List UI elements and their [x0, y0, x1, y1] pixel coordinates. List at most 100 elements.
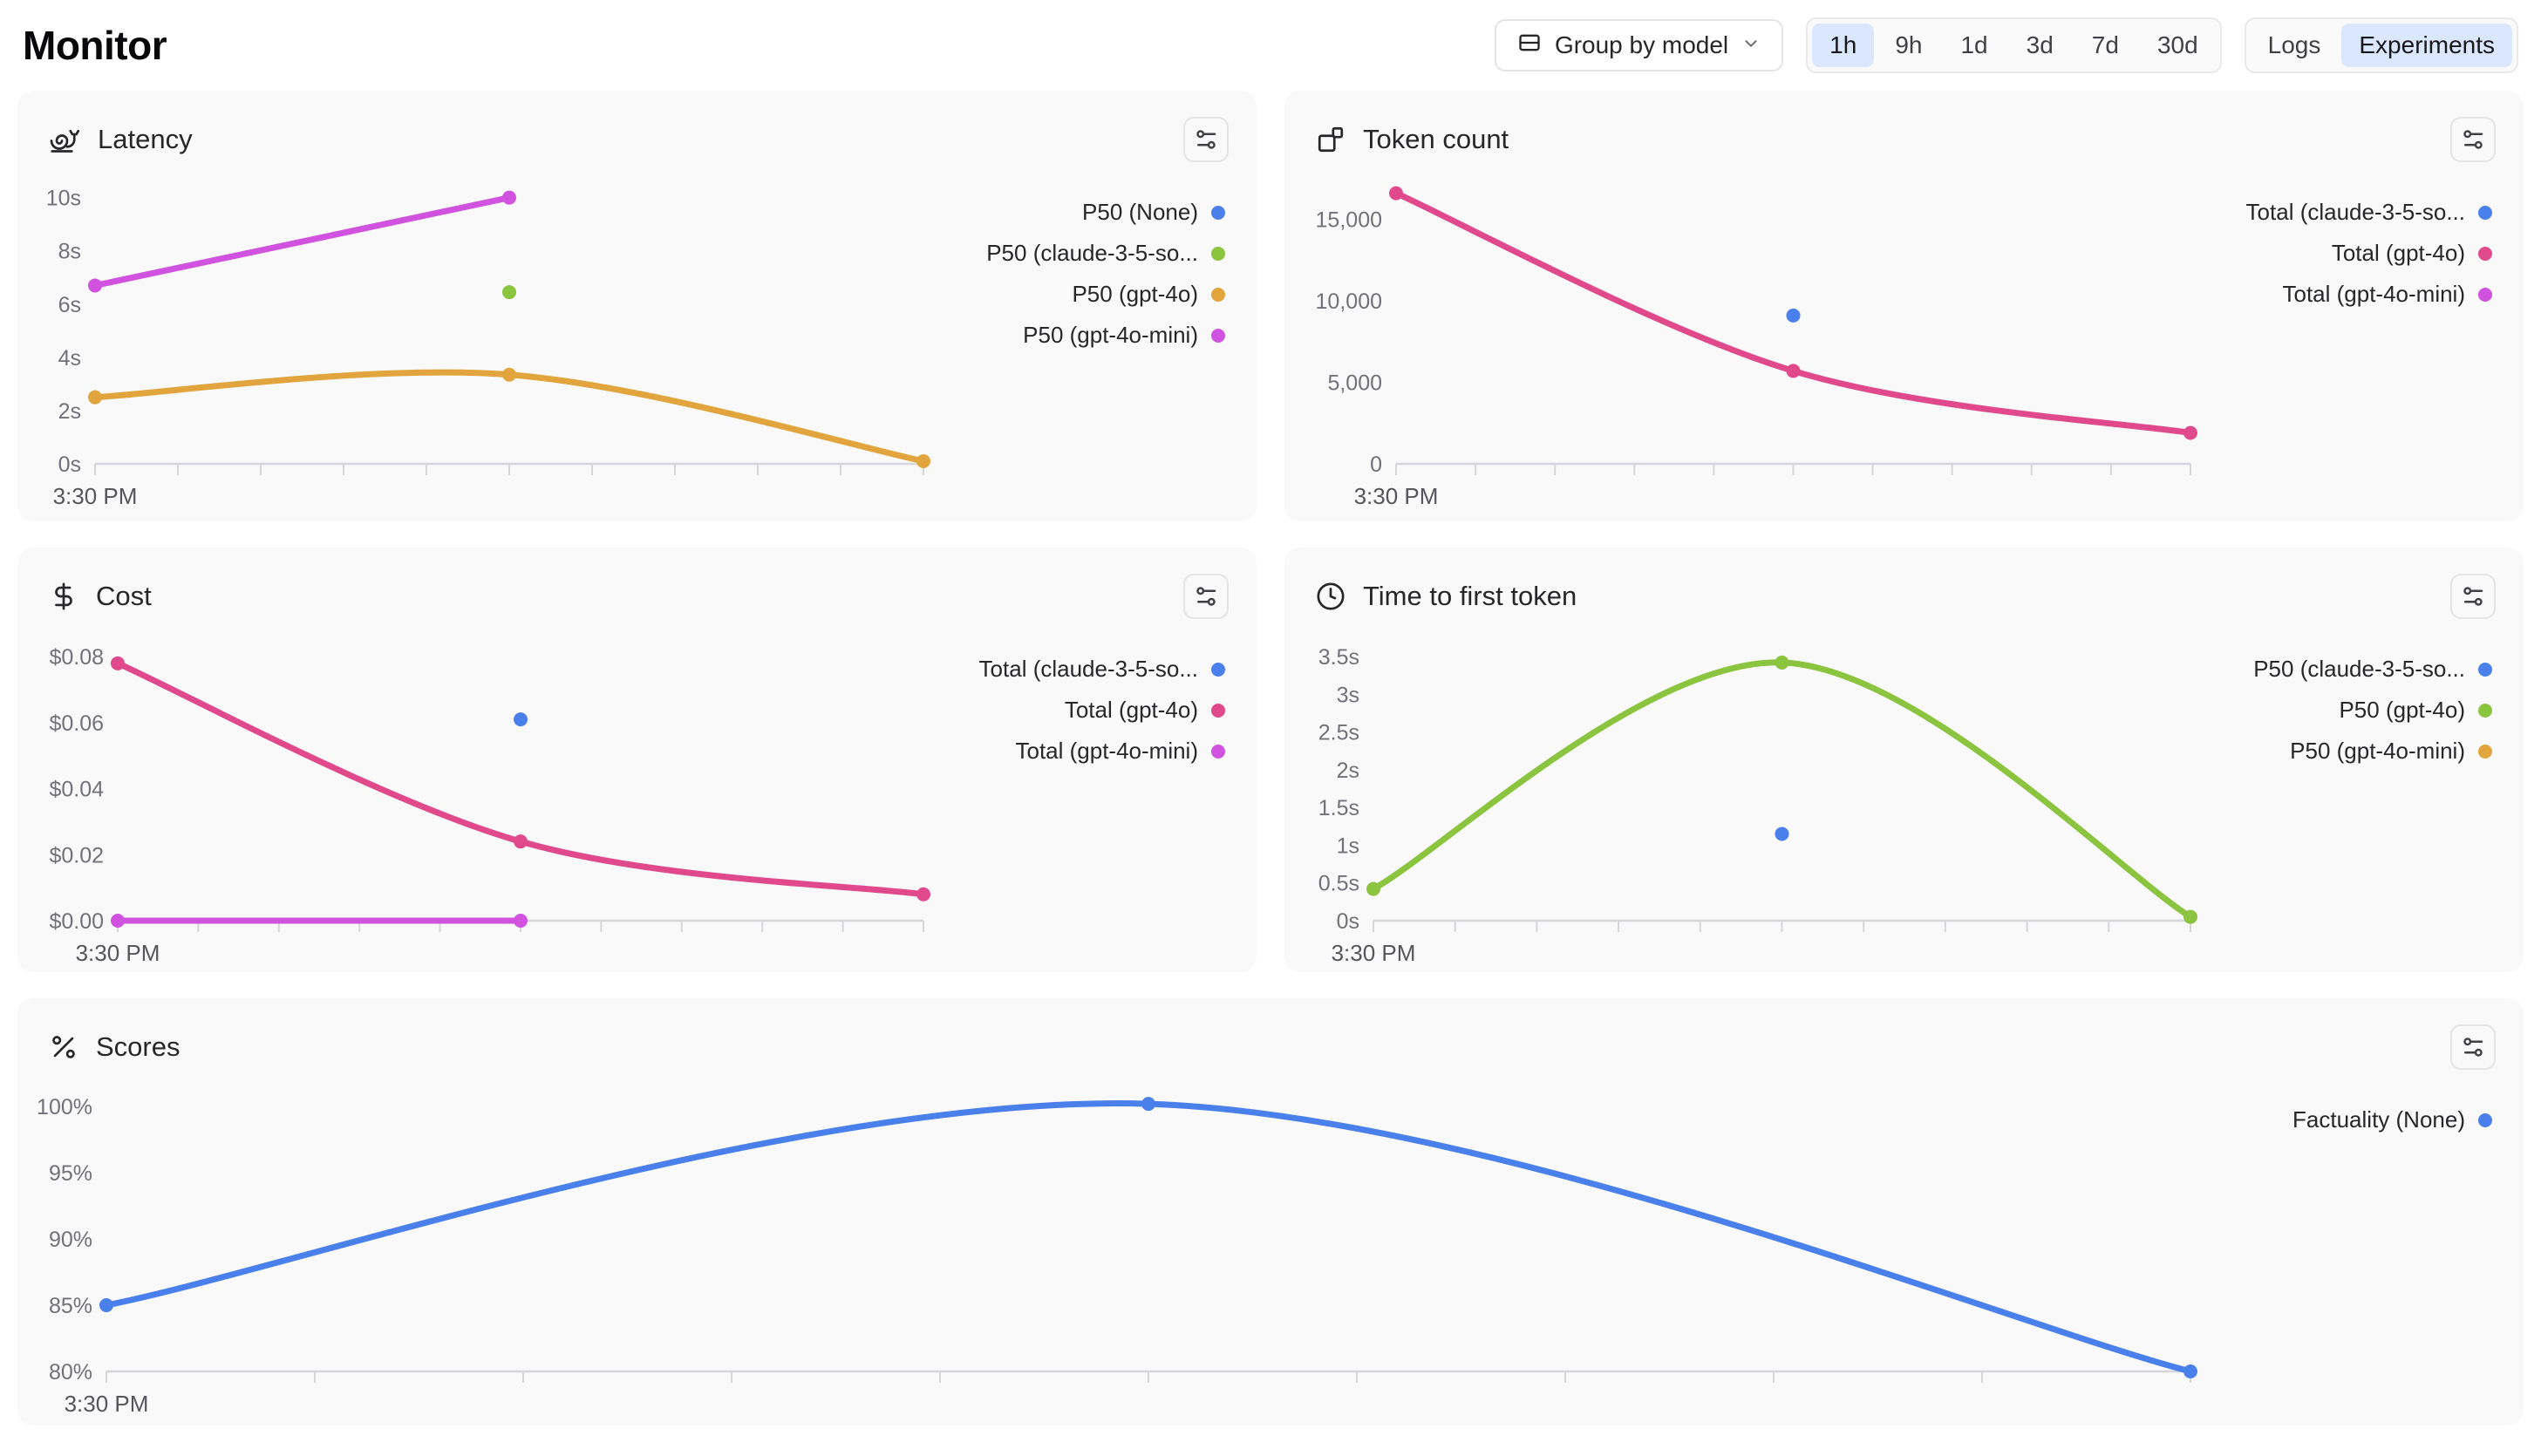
- legend-dot: [1211, 287, 1225, 302]
- legend-dot: [1211, 246, 1225, 261]
- chart-settings-button[interactable]: [2450, 117, 2496, 162]
- svg-text:10,000: 10,000: [1316, 289, 1382, 314]
- top-bar: Monitor Group by model 1h 9h 1d 3d 7d 30d Log…: [17, 0, 2524, 91]
- legend-item[interactable]: P50 (claude-3-5-so...: [2204, 649, 2492, 690]
- legend-dot: [1211, 662, 1225, 677]
- svg-text:1.5s: 1.5s: [1318, 796, 1359, 820]
- time-to-first-token-card: Time to first token 3.5s 3s 2.5s 2s 1.5s 1s 0.…: [1284, 548, 2524, 972]
- dashboard-grid: Latency 10s 8s 6s 4s 2s 0s 3:30 PM P50 (None) P…: [17, 91, 2524, 1425]
- legend-dot: [2478, 246, 2492, 261]
- svg-text:15,000: 15,000: [1316, 208, 1382, 233]
- svg-text:3:30 PM: 3:30 PM: [1332, 940, 1416, 966]
- legend-label: P50 (claude-3-5-so...: [2253, 656, 2465, 682]
- legend-label: Total (gpt-4o): [1064, 697, 1198, 723]
- svg-text:0s: 0s: [58, 452, 81, 477]
- chart-settings-button[interactable]: [1183, 574, 1229, 619]
- blocks-icon: [1316, 125, 1345, 154]
- svg-text:10s: 10s: [46, 187, 81, 211]
- svg-text:5,000: 5,000: [1327, 371, 1382, 396]
- latency-card: Latency 10s 8s 6s 4s 2s 0s 3:30 PM P50 (None) P…: [17, 91, 1257, 521]
- time-range-3d[interactable]: 3d: [2026, 31, 2054, 58]
- svg-text:1s: 1s: [1337, 833, 1359, 858]
- legend-item[interactable]: P50 (None): [937, 192, 1225, 233]
- legend-label: Total (claude-3-5-so...: [978, 656, 1198, 682]
- svg-text:$0.02: $0.02: [49, 843, 104, 867]
- time-to-first-token-chart: 3.5s 3s 2.5s 2s 1.5s 1s 0.5s 0s 3:30 PM: [1318, 645, 2197, 966]
- legend-item[interactable]: Total (gpt-4o): [2204, 233, 2492, 274]
- legend-dot: [1211, 205, 1225, 220]
- legend-item[interactable]: Total (claude-3-5-so...: [2204, 192, 2492, 233]
- chart-title: Token count: [1363, 124, 1509, 154]
- dollar-icon: [49, 582, 78, 611]
- svg-text:0s: 0s: [1337, 909, 1359, 934]
- legend-item[interactable]: P50 (claude-3-5-so...: [937, 233, 1225, 274]
- snail-icon: [49, 124, 80, 155]
- legend-label: Factuality (None): [2292, 1106, 2465, 1133]
- chart-title: Scores: [96, 1031, 181, 1062]
- scores-chart: 100% 95% 90% 85% 80% 3:30 PM: [37, 1095, 2197, 1417]
- svg-text:3:30 PM: 3:30 PM: [1354, 483, 1439, 509]
- time-range-1d[interactable]: 1d: [1960, 31, 1988, 58]
- scores-card: Scores 100% 95% 90% 85% 80% 3:30 PM Factualit…: [17, 998, 2524, 1425]
- legend-label: Total (gpt-4o-mini): [1015, 738, 1198, 764]
- legend-dot: [1211, 328, 1225, 343]
- token-count-chart: 15,000 10,000 5,000 0 3:30 PM: [1316, 186, 2197, 509]
- legend-item[interactable]: P50 (gpt-4o): [2204, 690, 2492, 731]
- legend-item[interactable]: Total (gpt-4o-mini): [937, 731, 1225, 772]
- latency-chart: 10s 8s 6s 4s 2s 0s 3:30 PM: [46, 187, 930, 509]
- token-count-card: Token count 15,000 10,000 5,000 0 3:30 PM To…: [1284, 91, 2524, 521]
- legend-label: Total (gpt-4o-mini): [2282, 281, 2465, 307]
- svg-text:2s: 2s: [58, 399, 81, 424]
- group-by-model-label: Group by model: [1554, 31, 1729, 58]
- svg-text:3:30 PM: 3:30 PM: [76, 940, 160, 966]
- svg-text:6s: 6s: [58, 293, 81, 317]
- legend-dot: [1211, 703, 1225, 718]
- legend-dot: [2478, 205, 2492, 220]
- svg-text:2s: 2s: [1337, 759, 1359, 783]
- cost-legend: Total (claude-3-5-so... Total (gpt-4o) Tot…: [937, 628, 1225, 970]
- scores-legend: Factuality (None): [2204, 1078, 2492, 1420]
- legend-label: Total (claude-3-5-so...: [2245, 199, 2465, 225]
- clock-icon: [1316, 582, 1345, 611]
- svg-text:95%: 95%: [49, 1161, 92, 1186]
- svg-text:90%: 90%: [49, 1228, 92, 1252]
- legend-dot: [2478, 662, 2492, 677]
- svg-text:8s: 8s: [58, 240, 81, 264]
- time-to-first-token-legend: P50 (claude-3-5-so... P50 (gpt-4o) P50 (gp…: [2204, 628, 2492, 970]
- chart-settings-button[interactable]: [2450, 574, 2496, 619]
- svg-text:100%: 100%: [37, 1095, 92, 1119]
- toolbar: Group by model 1h 9h 1d 3d 7d 30d Logs Experim…: [1494, 17, 2518, 73]
- view-toggle-logs[interactable]: Logs: [2267, 31, 2321, 58]
- svg-text:0: 0: [1370, 452, 1382, 477]
- view-toggle: Logs Experiments: [2244, 17, 2518, 73]
- legend-item[interactable]: P50 (gpt-4o-mini): [2204, 731, 2492, 772]
- legend-item[interactable]: Total (gpt-4o): [937, 690, 1225, 731]
- percent-icon: [49, 1032, 78, 1062]
- legend-item[interactable]: Total (gpt-4o-mini): [2204, 274, 2492, 315]
- chart-settings-button[interactable]: [1183, 117, 1229, 162]
- legend-item[interactable]: P50 (gpt-4o): [937, 274, 1225, 315]
- legend-item[interactable]: P50 (gpt-4o-mini): [937, 315, 1225, 356]
- chevron-down-icon: [1741, 31, 1761, 59]
- legend-dot: [2478, 744, 2492, 759]
- time-range-1h[interactable]: 1h: [1812, 24, 1875, 67]
- time-range-7d[interactable]: 7d: [2091, 31, 2119, 58]
- chart-title: Time to first token: [1363, 581, 1577, 611]
- chart-title: Latency: [98, 124, 193, 154]
- svg-text:3s: 3s: [1337, 683, 1359, 707]
- legend-label: P50 (gpt-4o): [1072, 281, 1198, 307]
- latency-legend: P50 (None) P50 (claude-3-5-so... P50 (gpt-…: [937, 171, 1225, 513]
- svg-text:4s: 4s: [58, 346, 81, 371]
- legend-item[interactable]: Factuality (None): [2204, 1099, 2492, 1140]
- group-by-model-button[interactable]: Group by model: [1494, 19, 1784, 71]
- time-range-9h[interactable]: 9h: [1895, 31, 1923, 58]
- svg-text:2.5s: 2.5s: [1318, 721, 1359, 745]
- cost-chart: $0.08 $0.06 $0.04 $0.02 $0.00 3:30 PM: [49, 645, 930, 966]
- view-toggle-experiments[interactable]: Experiments: [2341, 24, 2512, 67]
- legend-item[interactable]: Total (claude-3-5-so...: [937, 649, 1225, 690]
- svg-text:80%: 80%: [49, 1360, 92, 1385]
- time-range-30d[interactable]: 30d: [2156, 31, 2198, 58]
- svg-text:$0.06: $0.06: [49, 711, 104, 736]
- chart-settings-button[interactable]: [2450, 1024, 2496, 1070]
- time-range-selector: 1h 9h 1d 3d 7d 30d: [1806, 17, 2222, 73]
